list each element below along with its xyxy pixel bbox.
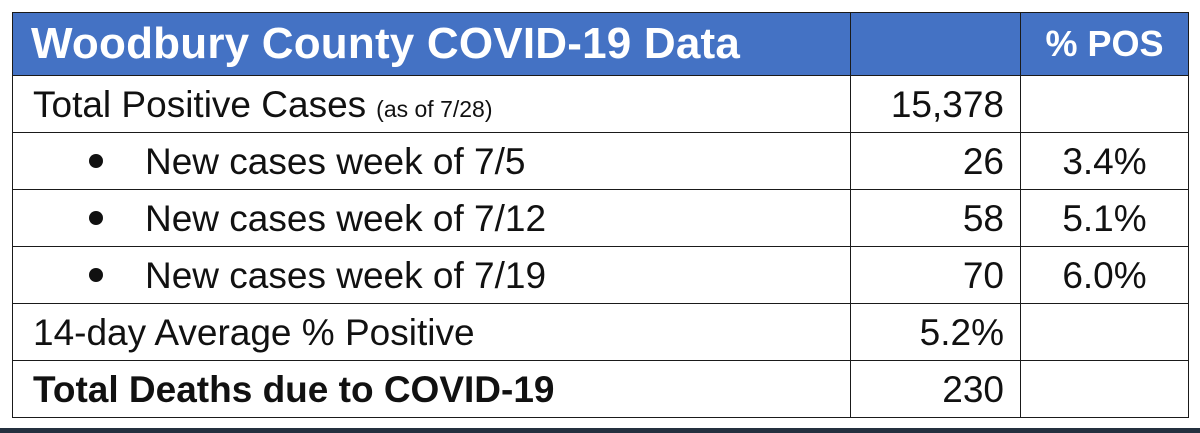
table-row: New cases week of 7/12 58 5.1% [12, 189, 1189, 247]
table-header-row: Woodbury County COVID-19 Data % POS [12, 12, 1189, 76]
table-row: Total Positive Cases (as of 7/28) 15,378 [12, 75, 1189, 133]
row-value: 70 [850, 246, 1021, 304]
row-label-total-positive: Total Positive Cases (as of 7/28) [12, 75, 851, 133]
row-label-week-7-19: New cases week of 7/19 [12, 246, 851, 304]
row-pct: 6.0% [1020, 246, 1189, 304]
row-value: 58 [850, 189, 1021, 247]
table-row: Total Deaths due to COVID-19 230 [12, 360, 1189, 418]
row-pct: 3.4% [1020, 132, 1189, 190]
header-empty-cell [850, 12, 1021, 76]
row-pct [1020, 75, 1189, 133]
bullet-icon [89, 211, 103, 225]
bullet-icon [89, 154, 103, 168]
row-label-text: New cases week of 7/12 [145, 197, 547, 239]
row-value: 26 [850, 132, 1021, 190]
table-row: New cases week of 7/5 26 3.4% [12, 132, 1189, 190]
row-label-text: Total Positive Cases [33, 83, 367, 125]
covid-data-table: Woodbury County COVID-19 Data % POS Tota… [12, 12, 1189, 418]
table-row: 14-day Average % Positive 5.2% [12, 303, 1189, 361]
as-of-note: (as of 7/28) [376, 95, 493, 122]
row-label-week-7-5: New cases week of 7/5 [12, 132, 851, 190]
bullet-icon [89, 268, 103, 282]
row-value: 5.2% [850, 303, 1021, 361]
covid-data-table-frame: Woodbury County COVID-19 Data % POS Tota… [12, 12, 1189, 418]
row-value: 230 [850, 360, 1021, 418]
row-label-text: New cases week of 7/5 [145, 140, 526, 182]
row-label-total-deaths: Total Deaths due to COVID-19 [12, 360, 851, 418]
table-title: Woodbury County COVID-19 Data [12, 12, 851, 76]
row-label-text: New cases week of 7/19 [145, 254, 547, 296]
pct-pos-header: % POS [1020, 12, 1189, 76]
row-label-week-7-12: New cases week of 7/12 [12, 189, 851, 247]
row-pct [1020, 303, 1189, 361]
row-pct [1020, 360, 1189, 418]
bottom-divider [0, 428, 1200, 433]
table-row: New cases week of 7/19 70 6.0% [12, 246, 1189, 304]
row-pct: 5.1% [1020, 189, 1189, 247]
row-value: 15,378 [850, 75, 1021, 133]
row-label-14-day-average: 14-day Average % Positive [12, 303, 851, 361]
